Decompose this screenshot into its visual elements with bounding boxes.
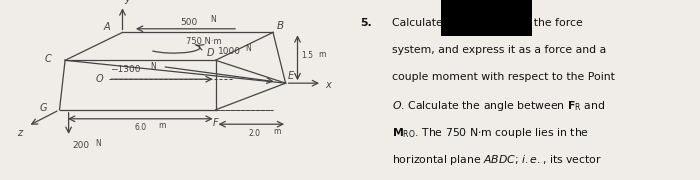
Text: 500: 500: [181, 18, 197, 27]
Text: z: z: [18, 128, 22, 138]
Text: 750 N·m: 750 N·m: [186, 37, 222, 46]
Text: −1300: −1300: [110, 65, 141, 74]
Text: y: y: [125, 0, 130, 4]
Text: m: m: [158, 121, 165, 130]
Text: 200: 200: [72, 141, 89, 150]
Text: G: G: [39, 103, 47, 113]
Text: N: N: [211, 15, 216, 24]
Text: A: A: [104, 21, 110, 31]
Text: x: x: [326, 80, 331, 90]
Text: O: O: [95, 74, 103, 84]
Text: N: N: [246, 44, 251, 53]
Text: F: F: [213, 118, 218, 128]
Text: 1000: 1000: [218, 47, 241, 56]
Text: $\mathbf{M}_\mathregular{RO}$. The 750 N$\cdot$m couple lies in the: $\mathbf{M}_\mathregular{RO}$. The 750 N…: [392, 126, 589, 140]
Text: 5.: 5.: [360, 18, 372, 28]
Text: B: B: [277, 21, 284, 31]
Text: Calculate the resultant of the force: Calculate the resultant of the force: [392, 18, 582, 28]
Text: $O$. Calculate the angle between $\mathbf{F}_\mathregular{R}$ and: $O$. Calculate the angle between $\mathb…: [392, 99, 606, 113]
Text: D: D: [206, 48, 214, 58]
Text: E: E: [288, 71, 294, 81]
Text: m: m: [274, 127, 281, 136]
Text: C: C: [44, 54, 51, 64]
Text: horizontal plane $ABDC$; $i.e.$, its vector: horizontal plane $ABDC$; $i.e.$, its vec…: [392, 153, 602, 167]
Bar: [441, 0, 532, 36]
Text: system, and express it as a force and a: system, and express it as a force and a: [392, 45, 606, 55]
Text: couple moment with respect to the Point: couple moment with respect to the Point: [392, 72, 615, 82]
Text: 2.0: 2.0: [248, 129, 261, 138]
Text: N: N: [150, 62, 156, 71]
Text: m: m: [318, 50, 326, 59]
Text: 1.5: 1.5: [302, 51, 314, 60]
Text: 6.0: 6.0: [134, 123, 146, 132]
Text: N: N: [95, 139, 101, 148]
